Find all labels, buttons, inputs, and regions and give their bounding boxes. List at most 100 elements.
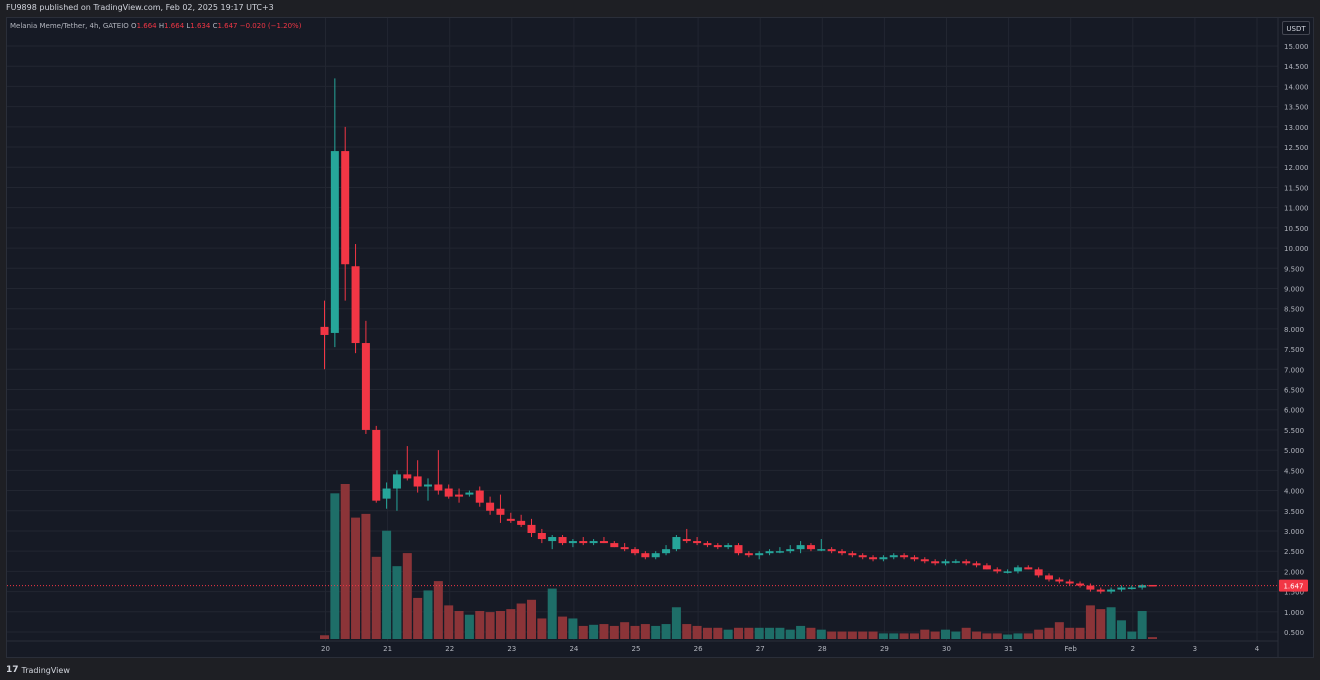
- x-tick-label: 28: [818, 645, 827, 653]
- candle-body: [693, 541, 702, 544]
- x-tick-label: 23: [507, 645, 516, 653]
- x-tick-label: 21: [383, 645, 392, 653]
- volume-bar: [537, 618, 547, 639]
- volume-bar: [464, 614, 474, 639]
- volume-bar: [723, 629, 733, 639]
- volume-bar: [495, 610, 505, 639]
- volume-bar: [1044, 627, 1054, 639]
- candle-body: [351, 266, 360, 344]
- volume-bar: [371, 556, 381, 639]
- volume-bar: [402, 553, 412, 639]
- candle-body: [703, 543, 712, 546]
- candle-body: [320, 326, 329, 335]
- candle-body: [775, 551, 784, 553]
- volume-bar: [516, 603, 526, 639]
- volume-bar: [609, 625, 619, 639]
- y-tick-label: 13.500: [1284, 104, 1309, 112]
- candle-body: [1107, 589, 1116, 592]
- x-tick-label: Feb: [1064, 645, 1077, 653]
- candle-body: [848, 553, 857, 556]
- change-value: −0.020 (−1.20%): [239, 22, 302, 30]
- y-tick-label: 8.500: [1284, 306, 1304, 314]
- volume-bar: [661, 624, 671, 639]
- low-label: L: [186, 22, 191, 30]
- y-tick-label: 7.500: [1284, 346, 1304, 354]
- volume-bar: [330, 493, 340, 639]
- volume-bar: [982, 633, 992, 639]
- candle-body: [1034, 569, 1043, 576]
- volume-bar: [847, 631, 857, 639]
- volume-bar: [630, 625, 640, 639]
- volume-bar: [1003, 634, 1013, 639]
- high-value: 1.664: [164, 22, 185, 30]
- x-tick-label: 31: [1004, 645, 1013, 653]
- candle-body: [817, 549, 826, 551]
- volume-bar: [889, 633, 899, 639]
- y-tick-label: 1.500: [1284, 589, 1304, 597]
- candle-body: [558, 537, 567, 544]
- open-label: O: [131, 22, 137, 30]
- candle-body: [1045, 575, 1053, 580]
- candle-body: [931, 561, 940, 564]
- candle-body: [1024, 567, 1033, 570]
- y-tick-label: 2.500: [1284, 548, 1304, 556]
- candle-body: [1138, 585, 1147, 588]
- y-tick-label: 6.000: [1284, 407, 1304, 415]
- candle-body: [568, 541, 577, 544]
- volume-bar: [433, 581, 443, 639]
- volume-bar: [1106, 607, 1116, 639]
- candle-body: [1117, 587, 1126, 590]
- candle-body: [1086, 585, 1095, 590]
- candle-body: [765, 551, 774, 554]
- candle-body: [858, 555, 867, 558]
- x-tick-label: 2: [1131, 645, 1135, 653]
- volume-bar: [816, 629, 826, 639]
- volume-bar: [827, 631, 837, 639]
- volume-bar: [941, 629, 950, 639]
- candle-body: [424, 484, 432, 487]
- y-tick-label: 14.000: [1284, 83, 1309, 91]
- volume-bar: [547, 588, 557, 639]
- volume-bar: [475, 610, 485, 639]
- volume-bar: [878, 633, 888, 639]
- candle-body: [879, 557, 888, 560]
- volume-bar: [682, 624, 692, 639]
- y-tick-label: 6.500: [1284, 387, 1304, 395]
- volume-bar: [692, 625, 702, 639]
- currency-button[interactable]: USDT: [1282, 21, 1310, 35]
- volume-bar: [1096, 609, 1106, 639]
- volume-bar: [775, 627, 785, 639]
- volume-bar: [744, 627, 754, 639]
- candle-body: [620, 547, 629, 550]
- candle-body: [651, 553, 660, 558]
- open-value: 1.664: [136, 22, 157, 30]
- volume-bar: [485, 612, 495, 639]
- volume-bar: [340, 484, 350, 639]
- candle-body: [382, 488, 391, 499]
- volume-bar: [589, 624, 599, 639]
- volume-bar: [651, 625, 661, 639]
- y-tick-label: 3.000: [1284, 528, 1304, 536]
- symbol-name: Melania Meme/Tether, 4h, GATEIO: [10, 22, 129, 30]
- volume-bar: [796, 625, 806, 639]
- volume-bar: [578, 625, 588, 639]
- candle-body: [1127, 587, 1136, 590]
- x-tick-label: 26: [694, 645, 703, 653]
- y-tick-label: 12.000: [1284, 164, 1309, 172]
- tradingview-logo[interactable]: 17 TradingView: [6, 664, 70, 676]
- volume-bar: [1116, 620, 1126, 639]
- candle-body: [341, 151, 350, 265]
- volume-bar: [961, 627, 971, 639]
- candle-body: [392, 474, 401, 489]
- volume-bar: [413, 597, 423, 639]
- x-tick-label: 20: [321, 645, 330, 653]
- y-tick-label: 2.000: [1284, 568, 1304, 576]
- volume-bar: [361, 513, 371, 639]
- volume-bar: [671, 607, 681, 639]
- candle-body: [744, 553, 753, 556]
- candle-body: [672, 537, 681, 550]
- volume-bar: [858, 631, 868, 639]
- candle-body: [527, 524, 536, 533]
- x-tick-label: 30: [942, 645, 951, 653]
